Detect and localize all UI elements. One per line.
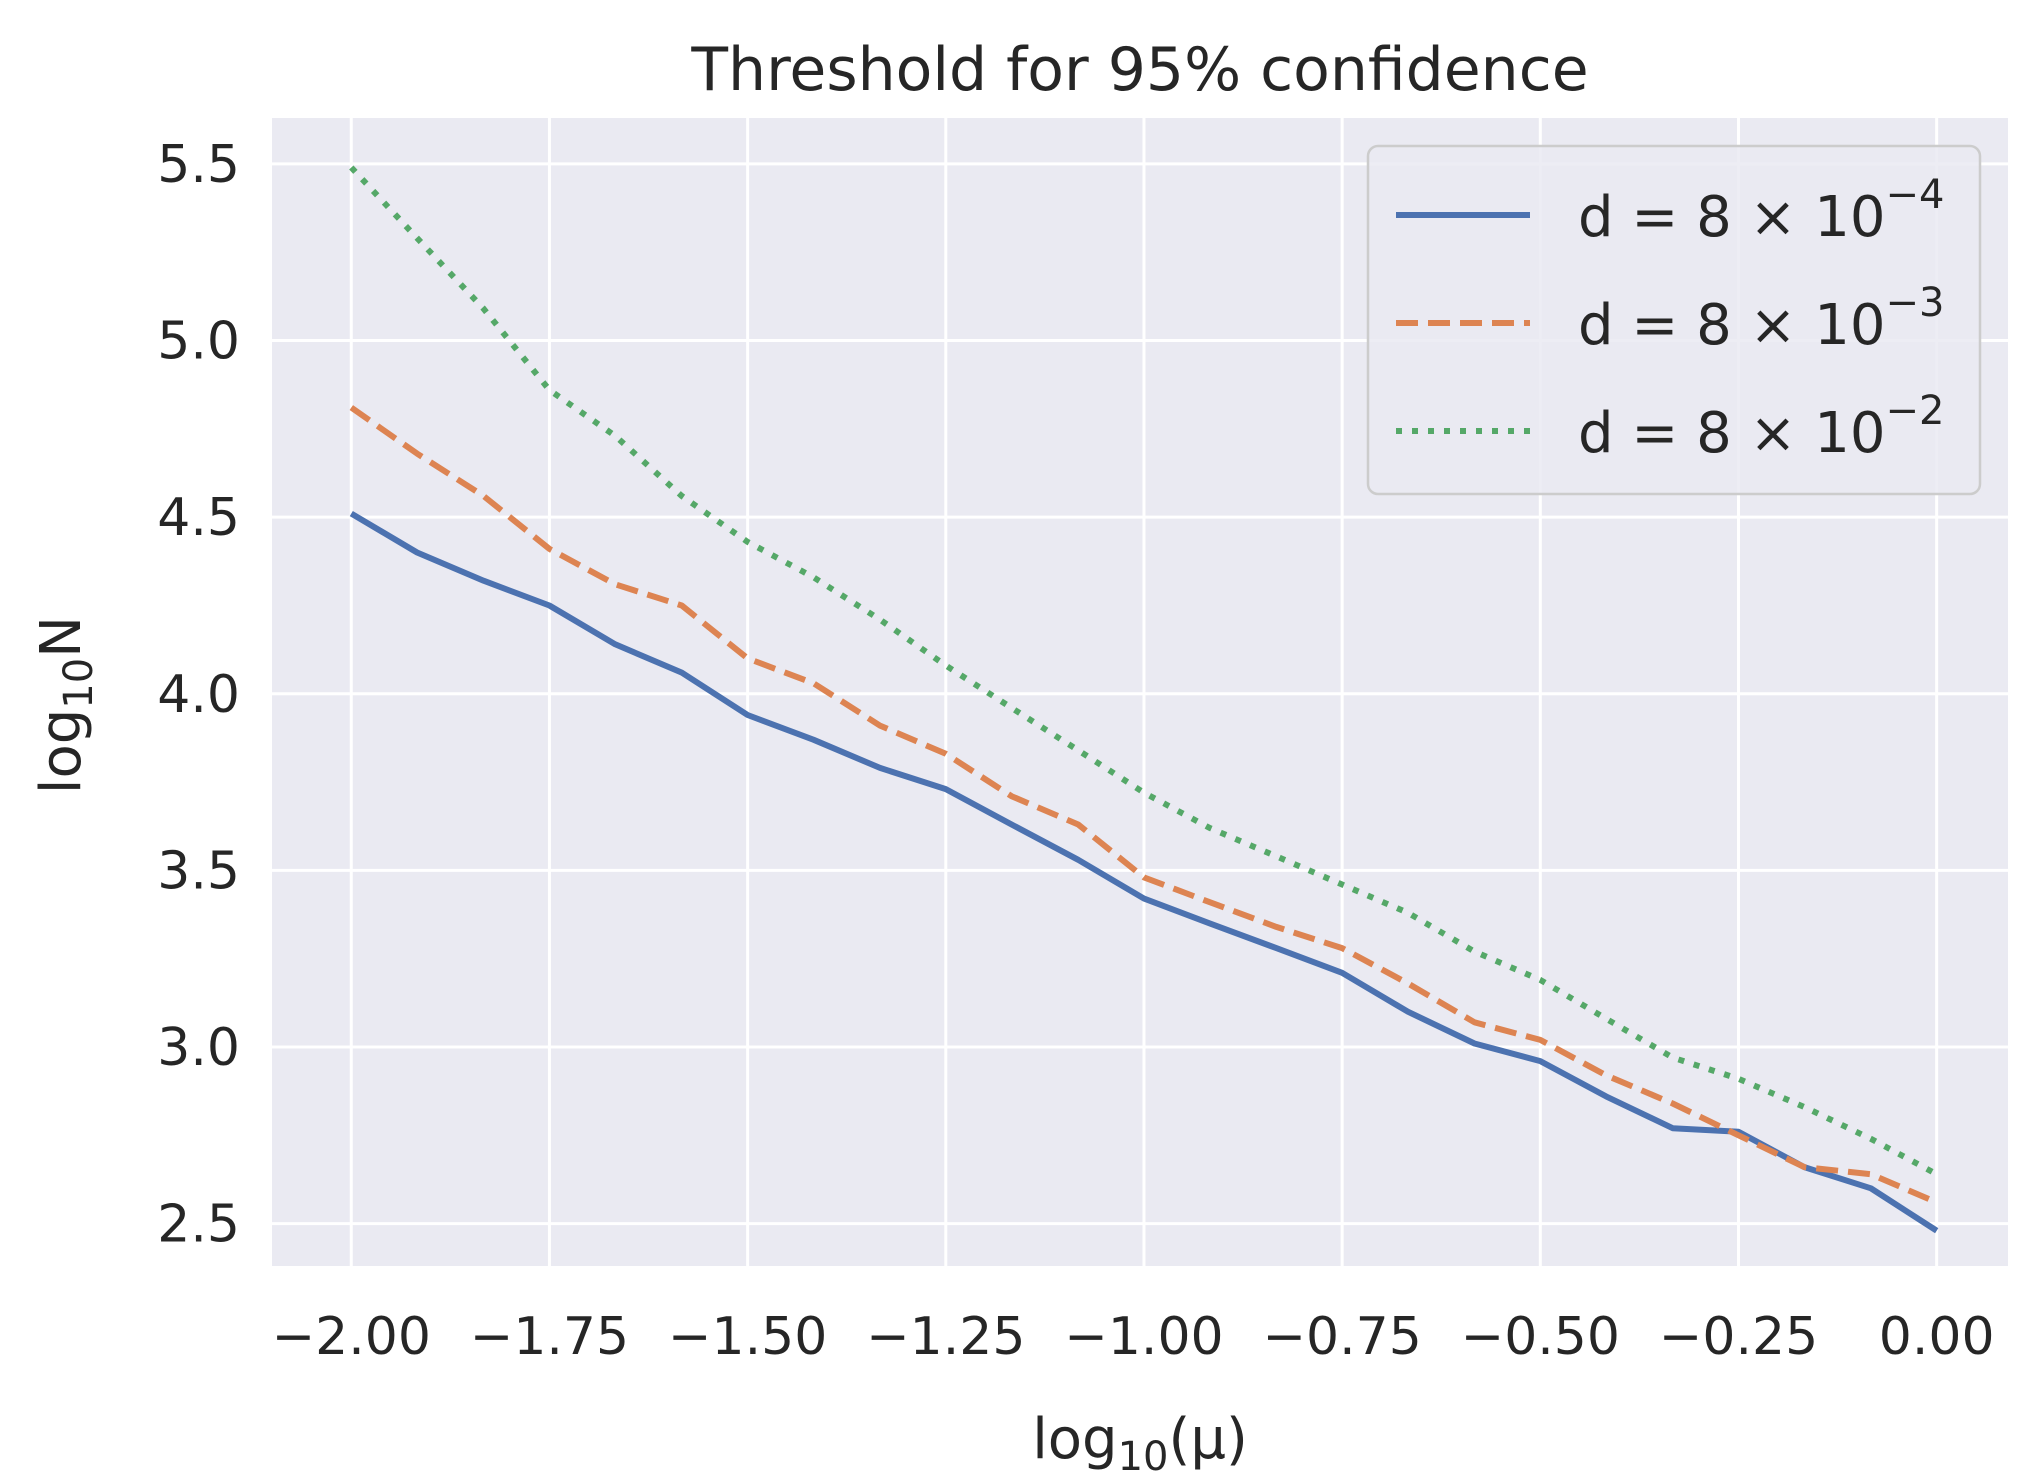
- legend-label-dashed: d = 8 × 10−3: [1578, 280, 1944, 358]
- x-tick-label: 0.00: [1879, 1307, 1995, 1367]
- x-tick-label: −1.50: [668, 1307, 827, 1367]
- x-tick-label: −2.00: [272, 1307, 431, 1367]
- series-line-solid: [349, 511, 1939, 1234]
- x-tick-label: −0.50: [1461, 1307, 1620, 1367]
- tick-labels: −2.00 −1.75 −1.50 −1.25 −1.00 −0.75 −0.50 −0.25…: [157, 135, 1994, 1367]
- y-tick-label: 4.0: [157, 665, 240, 725]
- x-tick-label: −0.25: [1659, 1307, 1818, 1367]
- legend-label-dotted: d = 8 × 10−2: [1578, 388, 1944, 466]
- legend-label-solid: d = 8 × 10−4: [1578, 172, 1944, 250]
- y-tick-label: 3.0: [157, 1018, 240, 1078]
- x-tick-label: −1.00: [1064, 1307, 1223, 1367]
- x-axis-label: log10(μ): [1032, 1407, 1248, 1477]
- legend: d = 8 × 10−4 d = 8 × 10−3 d = 8 × 10−2: [1366, 144, 1982, 496]
- y-tick-label: 2.5: [157, 1195, 240, 1255]
- y-axis-label: log10N: [29, 616, 102, 794]
- legend-box: [1366, 144, 1982, 496]
- y-tick-label: 4.5: [157, 488, 240, 548]
- x-tick-label: −1.75: [470, 1307, 629, 1367]
- chart-title: Threshold for 95% confidence: [690, 35, 1588, 105]
- y-tick-label: 3.5: [157, 841, 240, 901]
- series-line-dashed: [349, 405, 1938, 1206]
- x-tick-label: −0.75: [1262, 1307, 1421, 1367]
- y-tick-label: 5.0: [157, 312, 240, 372]
- x-tick-label: −1.25: [866, 1307, 1025, 1367]
- series-lines: [349, 165, 1939, 1234]
- y-tick-label: 5.5: [157, 135, 240, 195]
